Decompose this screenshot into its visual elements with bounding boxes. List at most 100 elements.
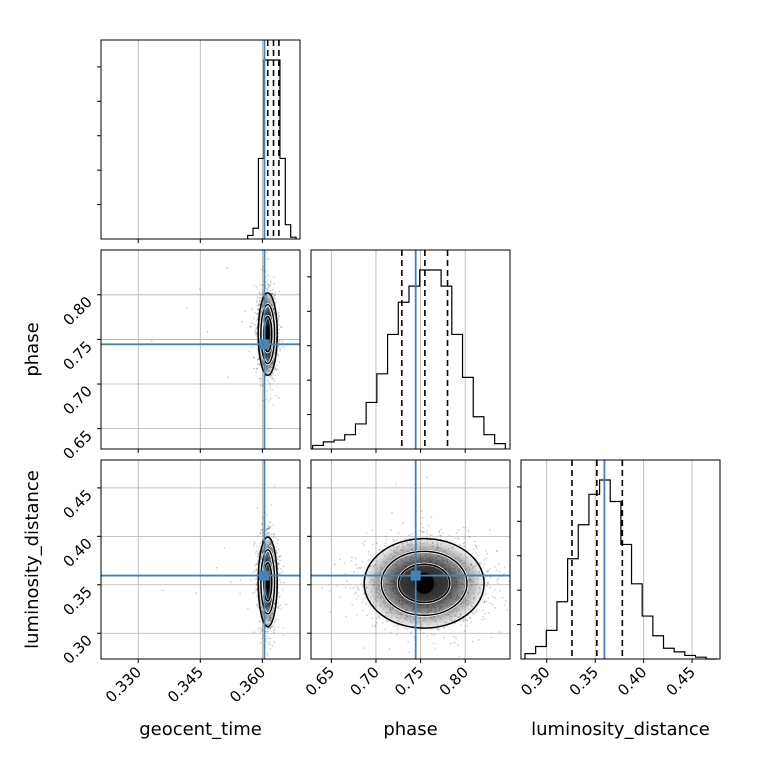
sample-point bbox=[258, 620, 261, 623]
sample-point bbox=[239, 579, 242, 582]
sample-point bbox=[258, 303, 260, 306]
sample-point bbox=[274, 621, 276, 624]
sample-point bbox=[482, 559, 485, 561]
sample-point bbox=[488, 602, 491, 604]
sample-point bbox=[390, 529, 393, 531]
sample-point bbox=[449, 642, 452, 645]
sample-point bbox=[362, 647, 365, 649]
sample-point bbox=[254, 564, 257, 567]
sample-point bbox=[256, 308, 259, 311]
sample-point bbox=[270, 533, 272, 536]
sample-point bbox=[363, 544, 365, 547]
sample-point bbox=[477, 638, 480, 641]
sample-point bbox=[485, 600, 488, 603]
sample-point bbox=[269, 387, 271, 390]
sample-point bbox=[468, 536, 471, 539]
sample-point bbox=[260, 378, 263, 381]
sample-point bbox=[356, 567, 359, 570]
sample-point bbox=[269, 521, 272, 524]
sample-point bbox=[239, 592, 241, 595]
sample-point bbox=[267, 274, 269, 277]
sample-point bbox=[253, 541, 256, 543]
sample-point bbox=[385, 535, 387, 538]
histogram-luminosity_distance: 0.30 0.35 0.40 0.45 bbox=[517, 459, 721, 699]
sample-point bbox=[501, 596, 504, 599]
sample-point bbox=[275, 394, 278, 397]
sample-point bbox=[265, 514, 268, 516]
sample-point bbox=[457, 644, 460, 647]
x-tick-label: 0.360 bbox=[226, 663, 269, 706]
sample-point bbox=[254, 569, 257, 572]
sample-point bbox=[273, 294, 276, 297]
sample-point bbox=[273, 631, 275, 634]
sample-point bbox=[434, 648, 437, 650]
sample-point bbox=[352, 587, 355, 589]
y-tick-label: 0.70 bbox=[59, 382, 95, 418]
sample-point bbox=[251, 322, 253, 325]
sample-point bbox=[266, 652, 269, 655]
sample-point bbox=[421, 516, 424, 519]
sample-point bbox=[277, 607, 280, 610]
sample-point bbox=[249, 578, 252, 581]
sample-point bbox=[277, 605, 280, 608]
sample-point bbox=[277, 601, 280, 604]
sample-point bbox=[269, 637, 272, 640]
sample-point bbox=[278, 340, 280, 343]
sample-point bbox=[385, 538, 388, 541]
sample-point bbox=[260, 529, 262, 532]
sample-point bbox=[273, 485, 276, 488]
sample-point bbox=[397, 628, 400, 630]
sample-point bbox=[497, 563, 500, 565]
sample-point bbox=[258, 292, 261, 294]
sample-point bbox=[266, 527, 269, 530]
sample-point bbox=[371, 617, 374, 620]
sample-point bbox=[455, 531, 458, 534]
sample-point bbox=[253, 542, 256, 545]
y-tick-label: 0.65 bbox=[59, 427, 95, 463]
sample-point bbox=[278, 328, 280, 331]
sample-point bbox=[262, 383, 264, 386]
sample-point bbox=[482, 616, 485, 618]
sample-point bbox=[433, 633, 436, 636]
sample-point bbox=[257, 627, 260, 630]
sample-point bbox=[253, 284, 255, 287]
sample-point bbox=[223, 547, 226, 549]
sample-point bbox=[275, 546, 277, 549]
sample-point bbox=[253, 324, 256, 326]
sample-point bbox=[257, 535, 259, 537]
sample-point bbox=[413, 636, 415, 639]
sample-point bbox=[255, 285, 258, 288]
sample-point bbox=[265, 637, 268, 640]
sample-point bbox=[268, 382, 271, 385]
sample-point bbox=[375, 621, 378, 624]
sample-point bbox=[277, 625, 280, 628]
sample-point bbox=[422, 632, 425, 635]
sample-point bbox=[251, 308, 254, 310]
sample-point bbox=[551, 577, 553, 579]
panel-frame bbox=[100, 39, 301, 240]
sample-point bbox=[266, 655, 269, 657]
sample-point bbox=[491, 603, 494, 606]
sample-point bbox=[355, 557, 357, 560]
sample-point bbox=[425, 530, 428, 532]
sample-point bbox=[266, 283, 269, 285]
sample-point bbox=[271, 388, 274, 391]
sample-point bbox=[274, 298, 277, 300]
sample-point bbox=[254, 578, 257, 581]
sample-point bbox=[255, 577, 258, 580]
sample-point bbox=[260, 523, 263, 525]
sample-point bbox=[248, 350, 251, 353]
sample-point bbox=[255, 332, 258, 335]
sample-point bbox=[283, 346, 286, 349]
sample-point bbox=[259, 291, 262, 294]
panel-frame bbox=[100, 249, 301, 450]
sample-point bbox=[279, 325, 282, 328]
sample-point bbox=[186, 306, 189, 309]
sample-point bbox=[519, 592, 521, 594]
sample-point bbox=[269, 647, 272, 650]
sample-point bbox=[279, 572, 282, 575]
sample-point bbox=[267, 637, 270, 640]
sample-point bbox=[260, 626, 262, 629]
sample-point bbox=[256, 362, 259, 365]
